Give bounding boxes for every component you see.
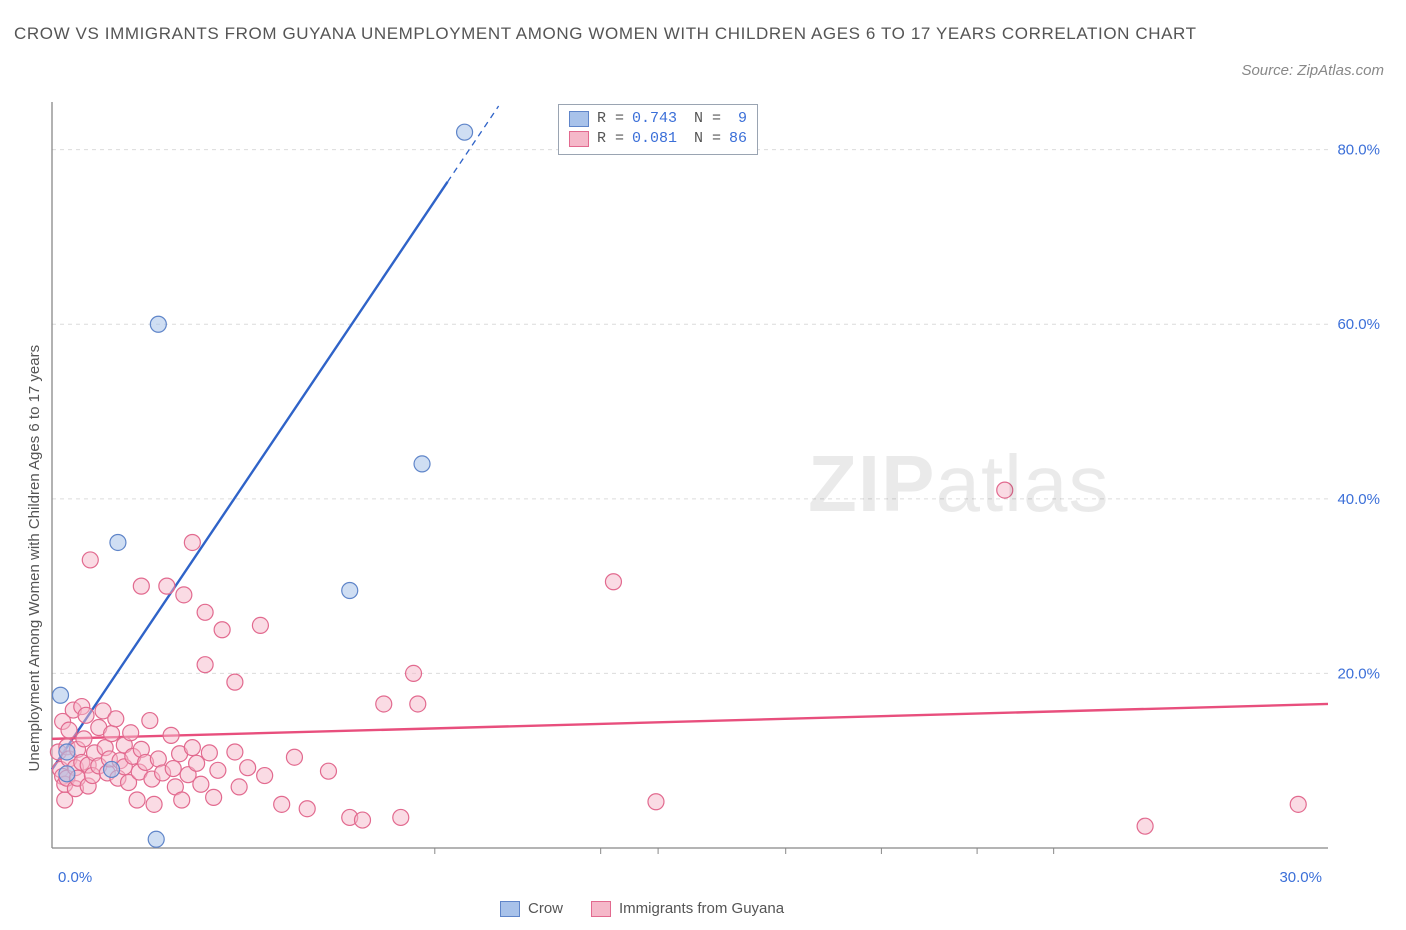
svg-text:30.0%: 30.0% xyxy=(1279,869,1322,886)
correlation-legend: R = 0.743 N = 9 R = 0.081 N = 86 xyxy=(558,104,758,155)
legend-row-crow: R = 0.743 N = 9 xyxy=(569,109,747,129)
legend-R-value: 0.743 xyxy=(632,109,677,129)
legend-N-value: 9 xyxy=(729,109,747,129)
source-attribution: Source: ZipAtlas.com xyxy=(1241,62,1384,79)
swatch-guyana xyxy=(569,131,589,147)
svg-text:20.0%: 20.0% xyxy=(1337,665,1380,682)
chart-title: CROW VS IMMIGRANTS FROM GUYANA UNEMPLOYM… xyxy=(14,22,1214,47)
plot-area: 20.0%40.0%60.0%80.0%0.0%30.0% ZIPatlas R… xyxy=(48,98,1388,888)
swatch-crow xyxy=(500,901,520,917)
svg-text:60.0%: 60.0% xyxy=(1337,316,1380,333)
svg-text:80.0%: 80.0% xyxy=(1337,142,1380,159)
legend-N-label: N = xyxy=(685,129,721,149)
series-legend: Crow Immigrants from Guyana xyxy=(500,900,784,917)
legend-R-value: 0.081 xyxy=(632,129,677,149)
chart-container: CROW VS IMMIGRANTS FROM GUYANA UNEMPLOYM… xyxy=(0,0,1406,930)
svg-text:40.0%: 40.0% xyxy=(1337,491,1380,508)
legend-row-guyana: R = 0.081 N = 86 xyxy=(569,129,747,149)
legend-R-label: R = xyxy=(597,109,624,129)
legend-label: Immigrants from Guyana xyxy=(619,900,784,917)
swatch-crow xyxy=(569,111,589,127)
legend-N-label: N = xyxy=(685,109,721,129)
legend-label: Crow xyxy=(528,900,563,917)
scatter-svg: 20.0% 40.0% 60.0% 80.0% 0.0% 30.0% xyxy=(48,98,1388,888)
legend-item-guyana: Immigrants from Guyana xyxy=(591,900,784,917)
legend-R-label: R = xyxy=(597,129,624,149)
legend-N-value: 86 xyxy=(729,129,747,149)
svg-text:0.0%: 0.0% xyxy=(58,869,92,886)
swatch-guyana xyxy=(591,901,611,917)
y-axis-label: Unemployment Among Women with Children A… xyxy=(26,345,43,772)
legend-item-crow: Crow xyxy=(500,900,563,917)
